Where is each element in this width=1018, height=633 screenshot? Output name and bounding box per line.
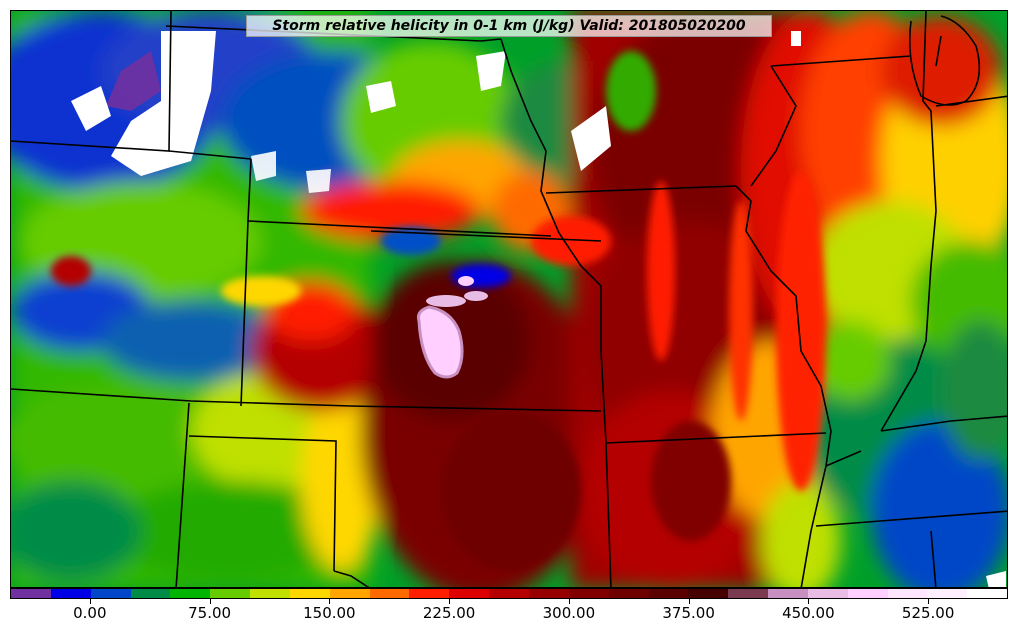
colorbar-label: 0.00 bbox=[73, 604, 107, 622]
colorbar-cell bbox=[648, 589, 689, 598]
colorbar-label: 375.00 bbox=[662, 604, 715, 622]
map-frame bbox=[10, 10, 1008, 588]
colorbar-cell bbox=[250, 589, 290, 598]
low-helicity-patches bbox=[71, 31, 1006, 587]
colorbar-cell bbox=[449, 589, 490, 598]
colorbar-tick bbox=[568, 599, 570, 604]
colorbar-cell bbox=[608, 589, 649, 598]
colorbar-cell bbox=[170, 589, 211, 598]
colorbar-cell bbox=[11, 589, 51, 598]
colorbar-cell bbox=[927, 589, 968, 598]
colorbar-cell bbox=[528, 589, 569, 598]
colorbar-tick bbox=[329, 599, 331, 604]
colorbar-cell bbox=[329, 589, 370, 598]
colorbar-label: 225.00 bbox=[422, 604, 476, 622]
colorbar-cell bbox=[887, 589, 928, 598]
high-helicity-core bbox=[417, 276, 488, 379]
colorbar-label: 150.00 bbox=[303, 604, 356, 622]
colorbar-cell bbox=[847, 589, 888, 598]
colorbar-cell bbox=[50, 589, 91, 598]
colorbar-tick bbox=[808, 599, 810, 604]
colorbar-cell bbox=[289, 589, 330, 598]
colorbar-cell bbox=[768, 589, 808, 598]
colorbar-tick bbox=[688, 599, 690, 604]
colorbar-tick bbox=[89, 599, 91, 604]
helicity-detail bbox=[51, 51, 826, 571]
colorbar-cell bbox=[130, 589, 171, 598]
colorbar-label: 450.00 bbox=[782, 604, 835, 622]
colorbar-tick bbox=[449, 599, 451, 604]
colorbar-label: 75.00 bbox=[188, 604, 232, 622]
colorbar-ticks: 0.00 75.00 150.00 225.00 300.00 375.00 450.00 5… bbox=[10, 599, 1008, 629]
colorbar-label: 300.00 bbox=[542, 604, 596, 622]
colorbar-label: 525.00 bbox=[901, 604, 955, 622]
colorbar-tick bbox=[209, 599, 211, 604]
colorbar bbox=[10, 588, 1008, 599]
colorbar-cell bbox=[807, 589, 848, 598]
helicity-map bbox=[11, 11, 1007, 587]
colorbar-cell bbox=[728, 589, 769, 598]
colorbar-cell bbox=[568, 589, 609, 598]
colorbar-tick bbox=[928, 599, 930, 604]
colorbar-cell bbox=[489, 589, 529, 598]
colorbar-cell bbox=[210, 589, 251, 598]
colorbar-cell bbox=[369, 589, 410, 598]
colorbar-cell bbox=[688, 589, 729, 598]
state-boundaries bbox=[11, 11, 1007, 587]
colorbar-cell bbox=[90, 589, 131, 598]
colorbar-cell bbox=[409, 589, 450, 598]
map-title: Storm relative helicity in 0-1 km (J/kg)… bbox=[246, 15, 772, 37]
colorbar-cell bbox=[967, 589, 1008, 598]
